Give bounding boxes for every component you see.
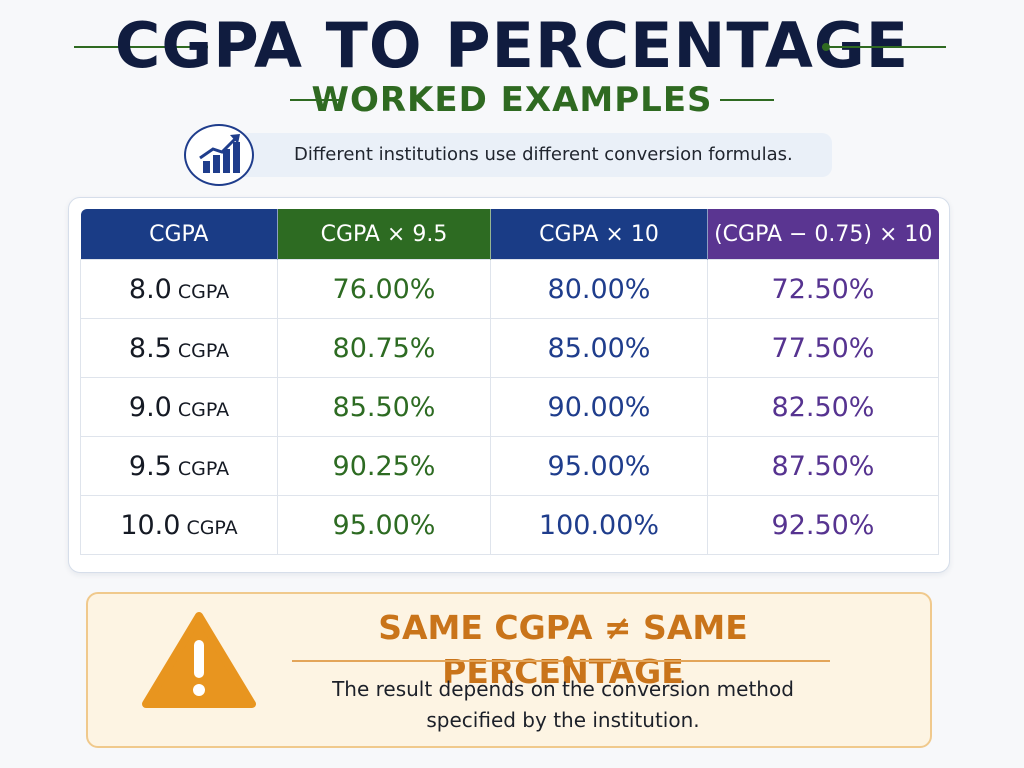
table-header-row: CGPA CGPA × 9.5 CGPA × 10 (CGPA − 0.75) … xyxy=(80,209,939,260)
cgpa-value: 8.5 xyxy=(128,332,172,364)
page-title: CGPA TO PERCENTAGE xyxy=(114,9,910,82)
cgpa-cell: 10.0 CGPA xyxy=(80,495,278,555)
column-header-cgpa-times-9-5: CGPA × 9.5 xyxy=(277,209,491,260)
warning-divider xyxy=(292,660,830,662)
percent-cell-10: 90.00% xyxy=(490,377,708,437)
percent-cell-9-5: 85.50% xyxy=(277,377,491,437)
cgpa-cell: 8.5 CGPA xyxy=(80,318,278,378)
subtitle-rule-left xyxy=(290,99,344,101)
table-row: 8.5 CGPA 80.75% 85.00% 77.50% xyxy=(80,318,939,378)
column-header-cgpa-minus-0-75-times-10: (CGPA − 0.75) × 10 xyxy=(707,209,939,260)
column-header-cgpa-times-10: CGPA × 10 xyxy=(490,209,708,260)
warning-text-line-1: The result depends on the conversion met… xyxy=(332,677,794,701)
warning-title: SAME CGPA ≠ SAME PERCENTAGE xyxy=(378,608,748,691)
conversion-table: CGPA CGPA × 9.5 CGPA × 10 (CGPA − 0.75) … xyxy=(80,209,939,555)
cgpa-unit: CGPA xyxy=(177,280,230,303)
warning-text-line-2: specified by the institution. xyxy=(426,708,700,732)
percent-cell-minus-0-75: 87.50% xyxy=(707,436,939,496)
cgpa-value: 8.0 xyxy=(128,273,172,305)
percent-cell-minus-0-75: 77.50% xyxy=(707,318,939,378)
cgpa-value: 9.5 xyxy=(128,450,172,482)
cgpa-unit: CGPA xyxy=(177,457,230,480)
bar-chart-growth-icon xyxy=(184,124,254,186)
table-row: 9.0 CGPA 85.50% 90.00% 82.50% xyxy=(80,377,939,437)
table-row: 10.0 CGPA 95.00% 100.00% 92.50% xyxy=(80,495,939,555)
percent-cell-10: 95.00% xyxy=(490,436,708,496)
percent-cell-minus-0-75: 92.50% xyxy=(707,495,939,555)
percent-cell-10: 80.00% xyxy=(490,259,708,319)
title-rule-right xyxy=(822,43,946,51)
cgpa-cell: 8.0 CGPA xyxy=(80,259,278,319)
cgpa-unit: CGPA xyxy=(177,339,230,362)
note-text: Different institutions use different con… xyxy=(294,144,793,165)
cgpa-value: 10.0 xyxy=(120,509,181,541)
percent-cell-minus-0-75: 72.50% xyxy=(707,259,939,319)
column-header-cgpa: CGPA xyxy=(80,209,278,260)
percent-cell-minus-0-75: 82.50% xyxy=(707,377,939,437)
title-rule-left xyxy=(74,43,208,51)
percent-cell-10: 85.00% xyxy=(490,318,708,378)
table-row: 9.5 CGPA 90.25% 95.00% 87.50% xyxy=(80,436,939,496)
page-subtitle: WORKED EXAMPLES xyxy=(311,80,713,120)
note-banner xyxy=(218,133,832,177)
percent-cell-9-5: 90.25% xyxy=(277,436,491,496)
warning-text: The result depends on the conversion met… xyxy=(280,674,846,736)
table-row: 8.0 CGPA 76.00% 80.00% 72.50% xyxy=(80,259,939,319)
percent-cell-10: 100.00% xyxy=(490,495,708,555)
warning-triangle-icon xyxy=(140,610,258,710)
cgpa-value: 9.0 xyxy=(128,391,172,423)
percent-cell-9-5: 80.75% xyxy=(277,318,491,378)
cgpa-unit: CGPA xyxy=(186,516,238,539)
cgpa-unit: CGPA xyxy=(177,398,230,421)
cgpa-cell: 9.0 CGPA xyxy=(80,377,278,437)
percent-cell-9-5: 95.00% xyxy=(277,495,491,555)
subtitle-rule-right xyxy=(720,99,774,101)
percent-cell-9-5: 76.00% xyxy=(277,259,491,319)
warning-divider-dot xyxy=(563,656,573,666)
cgpa-cell: 9.5 CGPA xyxy=(80,436,278,496)
